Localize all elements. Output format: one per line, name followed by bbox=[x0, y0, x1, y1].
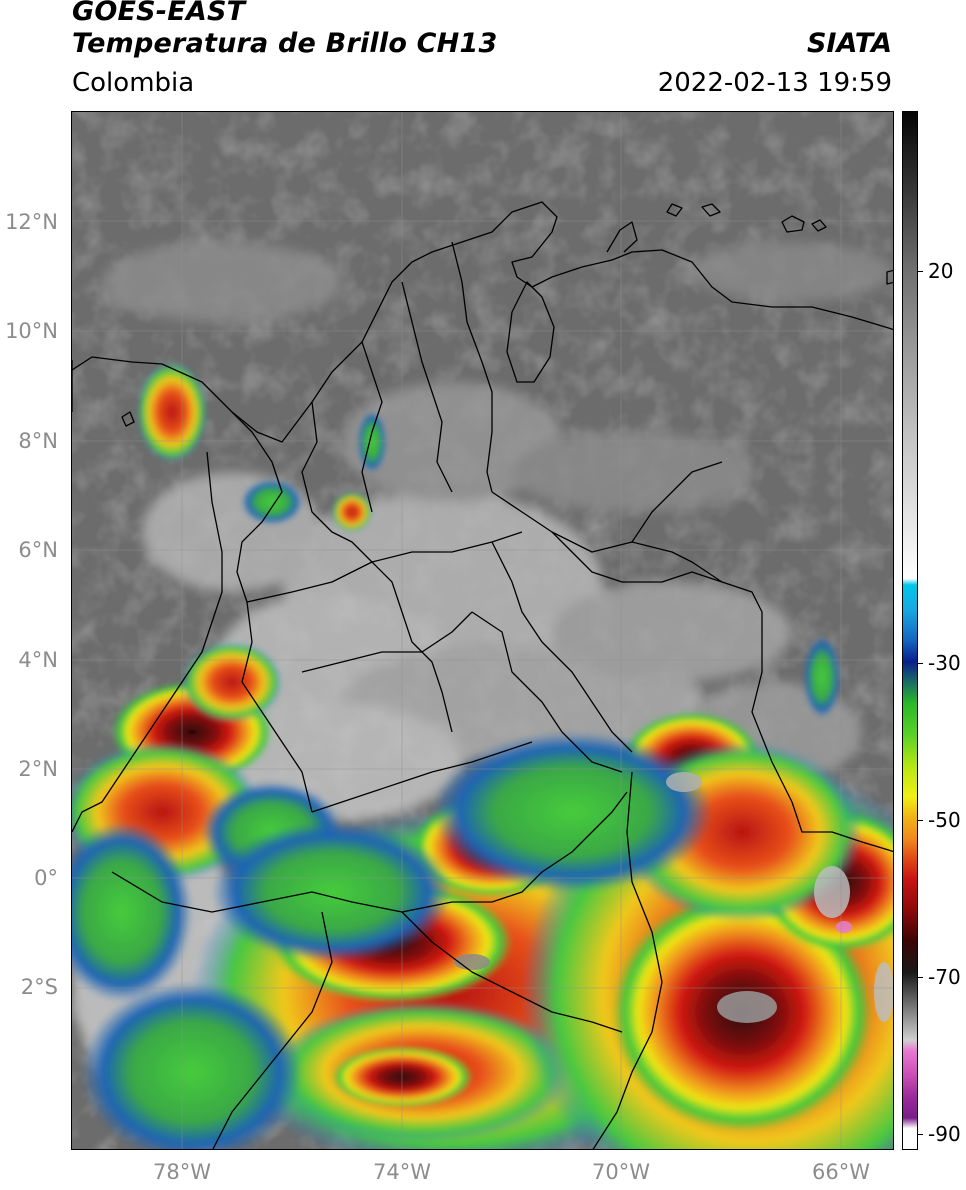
lat-label-0: 0° bbox=[34, 866, 58, 890]
colorbar-tick bbox=[917, 977, 923, 978]
satellite-map-canvas bbox=[72, 112, 893, 1149]
lon-label-70w: 70°W bbox=[592, 1160, 650, 1184]
colorbar-label-minus70: -70 bbox=[928, 965, 961, 989]
lat-label-2n: 2°N bbox=[18, 757, 58, 781]
temperature-colorbar bbox=[902, 111, 918, 1150]
colorbar-tick bbox=[917, 663, 923, 664]
region-label: Colombia bbox=[72, 68, 195, 98]
colorbar-label-minus90: -90 bbox=[928, 1122, 961, 1146]
lat-label-10n: 10°N bbox=[5, 319, 58, 343]
lat-label-4n: 4°N bbox=[18, 648, 58, 672]
map-title-satellite: GOES-EAST bbox=[72, 0, 246, 27]
lat-label-12n: 12°N bbox=[5, 210, 58, 234]
lon-label-66w: 66°W bbox=[812, 1160, 870, 1184]
lon-label-74w: 74°W bbox=[373, 1160, 431, 1184]
colorbar-label-20: 20 bbox=[928, 259, 954, 283]
colorbar-tick bbox=[917, 1134, 923, 1135]
agency-label: SIATA bbox=[806, 28, 892, 59]
lat-label-8n: 8°N bbox=[18, 429, 58, 453]
lon-label-78w: 78°W bbox=[153, 1160, 211, 1184]
colorbar-tick bbox=[917, 820, 923, 821]
satellite-map[interactable] bbox=[71, 111, 894, 1150]
colorbar-label-minus50: -50 bbox=[928, 808, 961, 832]
map-title-product: Temperatura de Brillo CH13 bbox=[72, 28, 498, 59]
timestamp-label: 2022-02-13 19:59 bbox=[657, 68, 892, 98]
colorbar-label-minus30: -30 bbox=[928, 651, 961, 675]
lat-label-2s: 2°S bbox=[20, 975, 58, 999]
colorbar-tick bbox=[917, 271, 923, 272]
lat-label-6n: 6°N bbox=[18, 538, 58, 562]
